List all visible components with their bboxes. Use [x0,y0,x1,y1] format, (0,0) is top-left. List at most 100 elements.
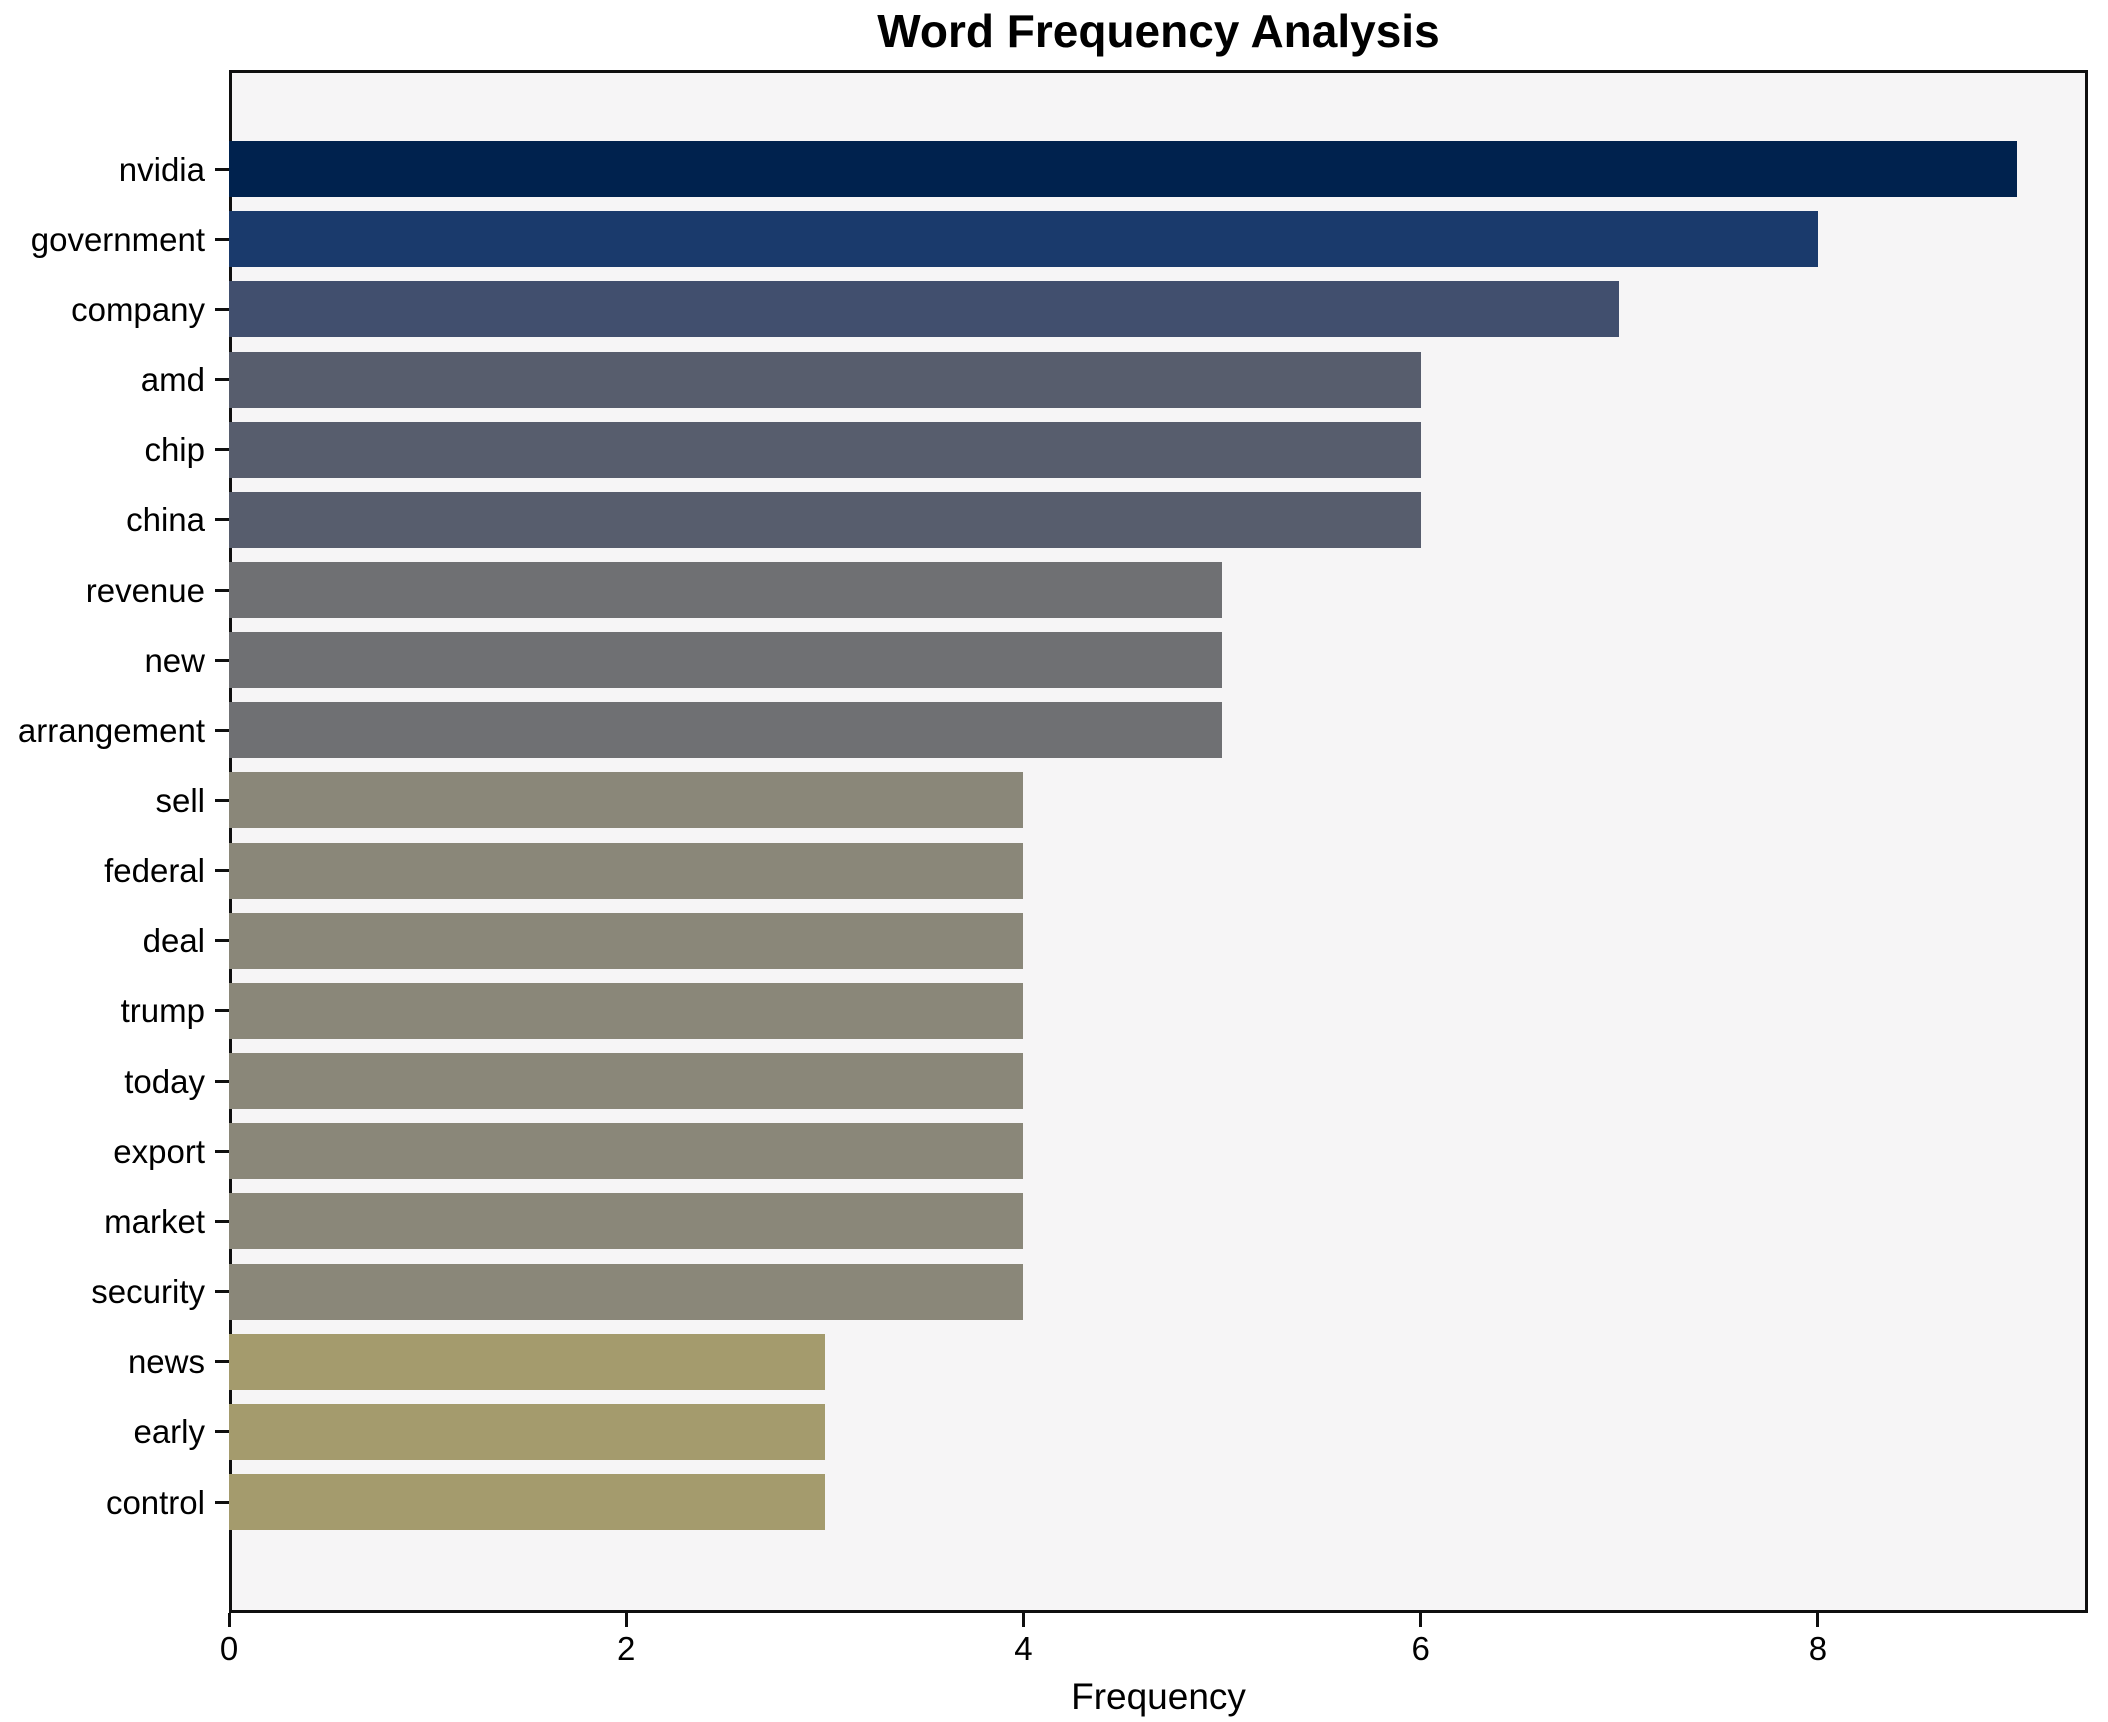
bar-track [229,1053,2088,1110]
bar-row: nvidia [0,134,2088,204]
bar-row: security [0,1257,2088,1327]
bar-row: news [0,1327,2088,1397]
x-axis-title: Frequency [1071,1676,1246,1717]
y-axis-label: amd [140,361,205,399]
y-axis-tick [215,1430,229,1434]
y-axis-tick [215,1500,229,1504]
x-axis-tick [1816,1613,1820,1627]
y-axis-tick [215,1149,229,1153]
y-axis-tick [215,1290,229,1294]
bar-amd [229,351,1421,408]
y-axis-label: chip [144,431,205,469]
bar-track [229,1403,2088,1460]
y-axis-tick [215,378,229,382]
bar-row: sell [0,765,2088,835]
bar-security [229,1263,1024,1320]
y-axis-tick [215,237,229,241]
y-axis-label: company [71,290,205,328]
bar-row: deal [0,906,2088,976]
x-axis-tick [624,1613,628,1627]
x-axis-tick-label: 0 [219,1630,239,1667]
y-axis-label: federal [104,852,205,890]
x-axis-tick [1419,1613,1423,1627]
bar-row: china [0,485,2088,555]
y-axis-tick [215,1219,229,1223]
x-axis-tick [227,1613,231,1627]
bar-news [229,1333,825,1390]
y-axis-tick [215,307,229,311]
y-axis-label: government [30,220,205,258]
y-axis-label: sell [155,781,205,819]
bar-track [229,351,2088,408]
bar-federal [229,842,1024,899]
bar-row: early [0,1397,2088,1467]
y-axis-label: early [133,1413,205,1451]
bar-chip [229,421,1421,478]
y-axis-tick [215,1009,229,1013]
y-axis-tick [215,1079,229,1083]
bar-revenue [229,562,1223,619]
bar-row: chip [0,415,2088,485]
bar-arrangement [229,702,1223,759]
y-axis-label: nvidia [118,150,205,188]
bar-export [229,1123,1024,1180]
y-axis-label: china [126,501,205,539]
y-axis-label: export [113,1132,205,1170]
bar-row: today [0,1046,2088,1116]
bar-track [229,772,2088,829]
y-axis-tick [215,1360,229,1364]
x-axis-tick [1021,1613,1025,1627]
bar-row: company [0,274,2088,344]
bar-sell [229,772,1024,829]
bar-track [229,141,2088,198]
bar-track [229,842,2088,899]
y-axis-tick [215,167,229,171]
y-axis-label: deal [142,922,205,960]
bar-track [229,491,2088,548]
bar-today [229,1053,1024,1110]
bar-company [229,281,1620,338]
y-axis-label: news [127,1343,205,1381]
bar-track [229,1263,2088,1320]
x-axis-tick-label: 8 [1808,1630,1828,1667]
bar-rows-container: nvidia government company amd chip china reven… [0,70,2088,1613]
bar-row: control [0,1467,2088,1537]
bar-row: market [0,1186,2088,1256]
bar-control [229,1474,825,1531]
y-axis-label: security [91,1273,205,1311]
bar-track [229,702,2088,759]
bar-track [229,1333,2088,1390]
bar-track [229,632,2088,689]
bar-track [229,281,2088,338]
bar-deal [229,912,1024,969]
y-axis-label: trump [120,992,205,1030]
x-axis-tick-label: 6 [1411,1630,1430,1667]
bar-nvidia [229,141,2017,198]
y-axis-label: new [144,641,205,679]
bar-track [229,562,2088,619]
bar-row: federal [0,836,2088,906]
bar-track [229,1123,2088,1180]
bar-track [229,912,2088,969]
bar-row: export [0,1116,2088,1186]
y-axis-label: revenue [85,571,205,609]
y-axis-label: control [105,1483,205,1521]
chart-title: Word Frequency Analysis [877,5,1440,57]
bar-row: amd [0,344,2088,414]
y-axis-label: today [124,1062,205,1100]
bar-market [229,1193,1024,1250]
bar-track [229,421,2088,478]
y-axis-label: market [104,1202,205,1240]
bar-trump [229,982,1024,1039]
y-axis-tick [215,448,229,452]
y-axis-tick [215,869,229,873]
bar-track [229,1474,2088,1531]
bar-row: arrangement [0,695,2088,765]
y-axis-tick [215,798,229,802]
x-axis-tick-label: 4 [1014,1630,1033,1667]
bar-track [229,982,2088,1039]
bar-row: new [0,625,2088,695]
y-axis-tick [215,588,229,592]
x-axis-tick-label: 2 [617,1630,636,1667]
